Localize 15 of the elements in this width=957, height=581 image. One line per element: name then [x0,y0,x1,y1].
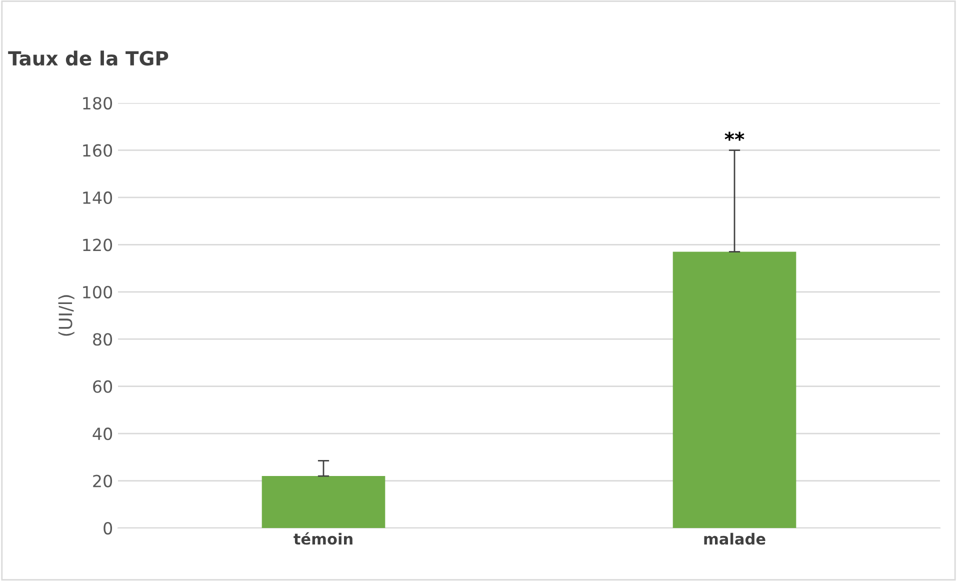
y-tick-label: 20 [93,474,112,488]
x-tick-label: malade [704,532,766,545]
y-tick-label: 80 [93,333,112,346]
y-tick-label: 160 [83,144,112,157]
x-tick-label: témoin [294,532,352,545]
annotation: ** [724,132,744,141]
y-tick-label: 140 [83,191,112,204]
y-tick-label: 120 [83,238,112,252]
y-tick-label: 40 [92,428,112,440]
y-tick-label: 0 [104,522,112,535]
y-axis-title: (UI/l) [58,295,74,336]
y-tick-label: 60 [93,380,112,393]
y-tick-label: 100 [83,286,112,298]
chart-title: Taux de la TGP [8,50,168,66]
y-tick-label: 180 [83,96,112,110]
